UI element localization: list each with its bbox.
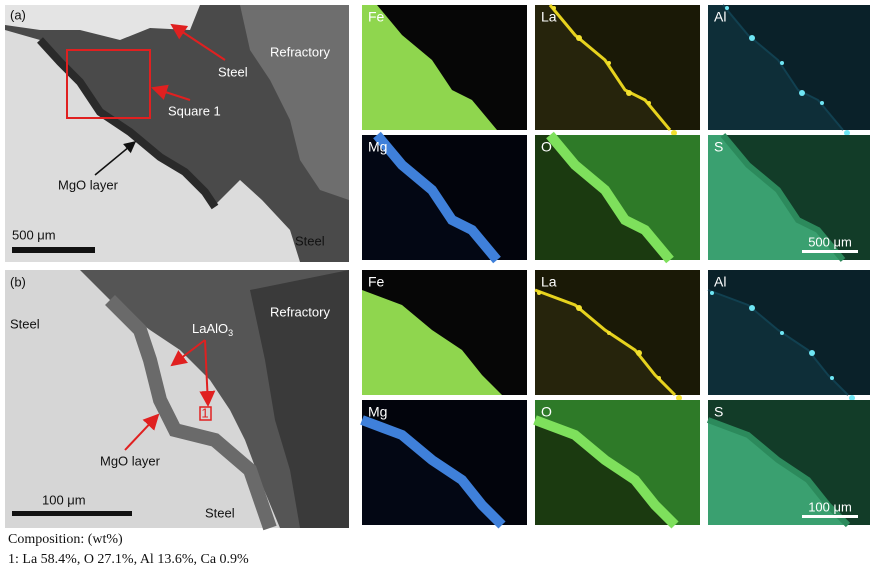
map-spot [809,350,815,356]
sem-image-b: 1 (b) Steel Refractory LaAlO3 MgO layer … [5,270,349,528]
map-spot [799,90,805,96]
map-element-label: S [714,404,723,420]
eds-map: S 500 μm [708,135,870,260]
map-spot [780,61,784,65]
eds-map: Mg [362,400,527,525]
point-label: 1 [201,405,208,420]
map-spot [820,101,824,105]
eds-map: La [535,270,700,401]
map-scale-bar [802,515,858,518]
annotation: Refractory [270,304,330,319]
map-spot [647,101,651,105]
annotation: Refractory [270,44,330,59]
annotation: Square 1 [168,103,221,118]
phase-subscript: 3 [228,328,233,338]
phase-text: LaAlO [192,321,228,336]
map-element-label: O [541,404,552,420]
annotation: LaAlO3 [192,321,233,338]
annotation: Steel [295,233,325,248]
map-element-label: Al [714,274,726,290]
map-element-label: Fe [368,274,385,290]
map-element-label: O [541,139,552,155]
annotation: Steel [218,64,248,79]
map-spot [780,331,784,335]
eds-map: O [535,400,700,525]
map-element-label: Al [714,9,726,25]
map-element-label: S [714,139,723,155]
map-spot [710,291,714,295]
caption-heading: Composition: (wt%) [8,532,123,547]
map-spot [537,291,541,295]
map-spot [749,35,755,41]
map-spot [576,305,582,311]
scale-bar-label: 100 μm [42,492,86,507]
annotation: Steel [205,505,235,520]
map-scale-bar-label: 100 μm [808,499,852,514]
scale-bar [12,247,95,253]
figure: (a) Steel Refractory Square 1 MgO layer … [0,0,870,571]
panel-label: (a) [10,7,26,22]
map-element-label: Mg [368,404,387,420]
annotation: MgO layer [58,177,119,192]
eds-map: Fe [362,5,527,130]
scale-bar [12,511,132,516]
annotation: Steel [10,316,40,331]
map-scale-bar-label: 500 μm [808,234,852,249]
map-element-label: Mg [368,139,387,155]
caption-line: 1: La 58.4%, O 27.1%, Al 13.6%, Ca 0.9% [8,552,249,567]
map-spot [607,61,611,65]
eds-map: Fe [362,270,527,395]
map-scale-bar [802,250,858,253]
map-spot [626,90,632,96]
annotation: MgO layer [100,453,161,468]
eds-map: S 100 μm [708,400,870,525]
eds-map: O [535,135,700,260]
map-spot [636,350,642,356]
map-spot [830,376,834,380]
map-spot [749,305,755,311]
map-spot [607,331,611,335]
map-element-label: La [541,274,557,290]
eds-maps: Fe La Al Mg O S 500 μm Fe La Al Mg O S 100 μm [362,5,870,525]
eds-map: Al [708,270,870,401]
eds-map: Al [708,5,870,136]
scale-bar-label: 500 μm [12,227,56,242]
map-element-label: Fe [368,9,385,25]
sem-image-a: (a) Steel Refractory Square 1 MgO layer … [5,5,349,262]
eds-map: Mg [362,135,527,260]
map-spot [657,376,661,380]
map-element-label: La [541,9,557,25]
eds-map: La [535,5,700,136]
panel-label: (b) [10,274,26,289]
map-spot [576,35,582,41]
